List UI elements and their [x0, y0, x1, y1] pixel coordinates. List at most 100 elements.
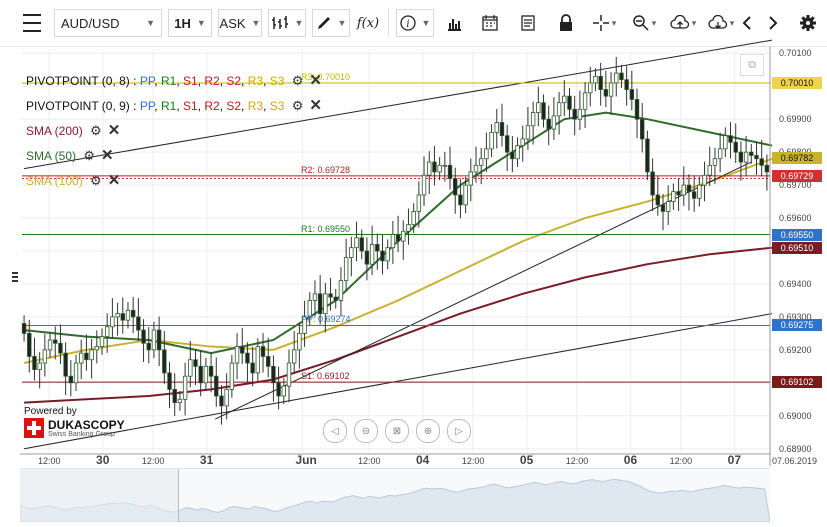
- x-tick-label: 12:00: [461, 456, 485, 466]
- candle-body: [156, 329, 162, 351]
- candle-body: [546, 118, 551, 130]
- gear-icon[interactable]: ⚙: [90, 123, 102, 138]
- candle-body: [551, 115, 557, 130]
- download-button[interactable]: ▾: [704, 9, 738, 37]
- x-tick-label: 05: [519, 453, 534, 467]
- period-select[interactable]: 1H ▼: [168, 9, 212, 37]
- indicator-name: SMA (200): [26, 124, 83, 138]
- candle-body: [94, 346, 99, 351]
- indicator-sma-100: SMA (100) ⚙ ✕: [26, 172, 120, 190]
- gear-icon[interactable]: ⚙: [291, 98, 304, 113]
- expand-icon[interactable]: ⧉: [740, 54, 764, 76]
- candle-body: [58, 342, 63, 354]
- close-icon[interactable]: ✕: [309, 97, 322, 114]
- indicator-name: SMA (50): [26, 149, 77, 163]
- report-button[interactable]: [514, 9, 542, 37]
- pivot-level-name: R1: [160, 99, 177, 113]
- candle-body: [614, 72, 619, 84]
- candle-body: [151, 329, 157, 351]
- close-icon[interactable]: ✕: [107, 122, 121, 139]
- zoom-out-icon[interactable]: ⊖: [354, 419, 378, 443]
- chevron-down-icon: ▾: [651, 17, 657, 28]
- next-button[interactable]: [764, 9, 782, 37]
- indicators-button[interactable]: f(x): [354, 9, 382, 37]
- candle-body: [442, 164, 448, 167]
- settings-icon: [800, 15, 816, 31]
- close-icon[interactable]: ✕: [107, 172, 121, 189]
- candle-body: [354, 237, 359, 249]
- swiss-cross-icon: [24, 418, 44, 438]
- trendline: [23, 39, 773, 170]
- menu-icon[interactable]: [16, 9, 48, 37]
- panel-resize-handle[interactable]: [12, 272, 18, 286]
- candle-body: [47, 339, 53, 351]
- volume-button[interactable]: [440, 9, 468, 37]
- candle-body: [671, 191, 676, 202]
- candle-body: [255, 346, 261, 374]
- candle-body: [582, 92, 588, 110]
- candle-body: [743, 151, 749, 163]
- download-icon: [708, 15, 727, 29]
- instrument-select[interactable]: AUD/USD ▼: [54, 9, 162, 37]
- candle-body: [375, 244, 380, 252]
- close-icon[interactable]: ✕: [101, 147, 114, 164]
- fit-icon[interactable]: ⊠: [385, 419, 409, 443]
- side-select[interactable]: ASK ▼: [218, 9, 262, 37]
- candle-body: [567, 95, 572, 110]
- candle-body: [312, 293, 318, 301]
- candle-body: [286, 362, 292, 387]
- candle-body: [624, 79, 629, 90]
- candle-body: [110, 316, 115, 328]
- lock-button[interactable]: [552, 9, 580, 37]
- candle-body: [536, 102, 541, 114]
- bar-type-button[interactable]: ▼: [268, 9, 306, 37]
- prev-button[interactable]: [738, 9, 756, 37]
- navigator-panel[interactable]: [19, 468, 771, 523]
- chevron-down-icon: ▼: [337, 18, 347, 28]
- brand-tagline: Swiss Banking Group: [48, 430, 115, 438]
- candle-body: [717, 148, 723, 160]
- gear-icon[interactable]: ⚙: [291, 73, 304, 88]
- scroll-left-icon[interactable]: ◁: [323, 419, 347, 443]
- pivot-level-name: PP: [139, 99, 155, 113]
- pivot-level-label: R2: 0.69728: [301, 164, 351, 175]
- y-tick-label: 0.70100: [779, 48, 812, 59]
- price-tag: 0.69729: [772, 169, 822, 182]
- bar-type-icon: [271, 16, 288, 29]
- zoom-in-icon[interactable]: ⊕: [416, 419, 440, 443]
- axis-lines: [20, 46, 771, 466]
- info-button[interactable]: i ▼: [396, 9, 434, 37]
- scroll-right-icon[interactable]: ▷: [447, 419, 471, 443]
- close-icon[interactable]: ✕: [309, 72, 322, 89]
- candle-body: [723, 135, 728, 150]
- candle-body: [458, 194, 463, 206]
- candle-body: [562, 95, 567, 104]
- candle-body: [136, 316, 141, 331]
- calendar-button[interactable]: [476, 9, 504, 37]
- candle-body: [380, 250, 385, 262]
- draw-button[interactable]: ▼: [312, 9, 350, 37]
- indicator-name: PIVOTPOINT (0, 8): [26, 74, 130, 88]
- indicator-name: SMA (100): [26, 174, 83, 188]
- sma-lines: [23, 111, 773, 404]
- gear-icon[interactable]: ⚙: [83, 148, 96, 163]
- candle-body: [53, 339, 58, 344]
- candle-body: [655, 194, 660, 206]
- crosshair-icon: [592, 15, 609, 31]
- y-tick-label: 0.69300: [779, 311, 812, 322]
- candle-body: [665, 201, 671, 212]
- settings-button[interactable]: [796, 9, 820, 37]
- candle-body: [167, 372, 172, 390]
- price-chart[interactable]: [0, 0, 827, 468]
- navigator-sparkline: [19, 469, 771, 523]
- crosshair-button[interactable]: ▾: [588, 9, 620, 37]
- gear-icon[interactable]: ⚙: [90, 173, 102, 188]
- zoom-button[interactable]: ▾: [628, 9, 660, 37]
- candle-body: [728, 135, 733, 143]
- upload-button[interactable]: ▾: [666, 9, 700, 37]
- candle-body: [764, 164, 770, 173]
- date-label: 07.06.2019: [772, 456, 818, 466]
- x-tick-label: Jun: [295, 453, 317, 467]
- candle-body: [676, 191, 681, 196]
- price-tag: 0.69782: [772, 152, 822, 165]
